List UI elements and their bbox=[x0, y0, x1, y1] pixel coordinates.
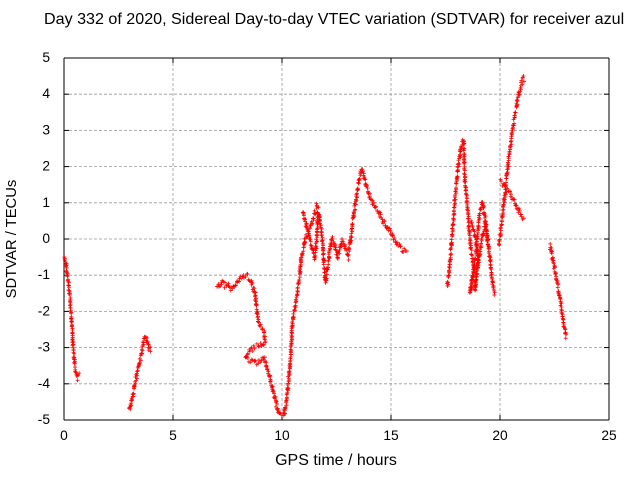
svg-text:5: 5 bbox=[42, 50, 50, 65]
svg-text:15: 15 bbox=[383, 428, 399, 443]
svg-text:0: 0 bbox=[60, 428, 68, 443]
svg-text:5: 5 bbox=[169, 428, 177, 443]
svg-text:-5: -5 bbox=[38, 412, 51, 427]
svg-text:4: 4 bbox=[42, 86, 50, 101]
svg-text:-1: -1 bbox=[38, 267, 50, 282]
svg-text:3: 3 bbox=[42, 122, 50, 137]
svg-text:2: 2 bbox=[42, 159, 50, 174]
svg-text:-3: -3 bbox=[38, 340, 51, 355]
svg-text:10: 10 bbox=[274, 428, 290, 443]
svg-text:-4: -4 bbox=[38, 376, 51, 391]
svg-text:0: 0 bbox=[42, 231, 50, 246]
svg-text:-2: -2 bbox=[38, 303, 50, 318]
svg-text:25: 25 bbox=[601, 428, 617, 443]
svg-text:1: 1 bbox=[42, 195, 50, 210]
svg-text:20: 20 bbox=[492, 428, 508, 443]
